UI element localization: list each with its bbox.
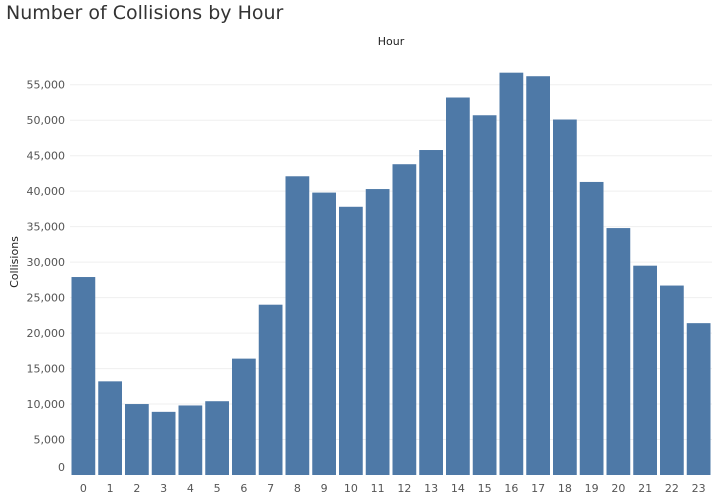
x-tick-label: 13 <box>424 482 438 495</box>
x-tick-label: 5 <box>214 482 221 495</box>
x-tick-label: 4 <box>187 482 194 495</box>
bar-hour-21[interactable] <box>633 265 657 475</box>
y-tick-label: 45,000 <box>27 150 66 163</box>
x-tick-label: 9 <box>321 482 328 495</box>
x-tick-label: 20 <box>611 482 625 495</box>
bar-hour-16[interactable] <box>499 72 524 476</box>
x-tick-label: 1 <box>107 482 114 495</box>
bar-hour-6[interactable] <box>232 358 256 475</box>
x-tick-label: 3 <box>160 482 167 495</box>
x-tick-label: 8 <box>294 482 301 495</box>
x-tick-label: 16 <box>504 482 518 495</box>
bar-hour-17[interactable] <box>526 76 550 475</box>
bar-hour-13[interactable] <box>419 150 443 475</box>
x-tick-label: 14 <box>451 482 465 495</box>
bars <box>71 72 711 476</box>
y-axis-ticks: 0 5,000 10,000 15,000 20,000 25,000 30,000 35,0… <box>27 79 66 474</box>
bar-hour-3[interactable] <box>151 411 176 475</box>
bar-hour-20[interactable] <box>606 228 631 475</box>
chart-title: Number of Collisions by Hour <box>6 2 284 24</box>
bar-hour-22[interactable] <box>660 285 684 475</box>
bar-hour-2[interactable] <box>125 404 149 475</box>
y-tick-label: 55,000 <box>27 79 66 92</box>
y-axis-title: Collisions <box>8 236 21 288</box>
bar-hour-11[interactable] <box>365 189 390 476</box>
x-axis-ticks: 0 1 2 3 4 5 6 7 8 9 10 11 12 13 14 15 16 17 18 19 20 21 22 23 <box>80 482 706 495</box>
x-tick-label: 21 <box>638 482 652 495</box>
y-tick-label: 20,000 <box>27 327 66 340</box>
bar-hour-19[interactable] <box>579 181 604 475</box>
y-tick-label: 25,000 <box>27 292 66 305</box>
y-tick-label: 40,000 <box>27 185 66 198</box>
x-tick-label: 15 <box>478 482 492 495</box>
y-tick-label: 30,000 <box>27 256 66 269</box>
x-tick-label: 0 <box>80 482 87 495</box>
x-tick-label: 7 <box>267 482 274 495</box>
y-tick-label: 35,000 <box>27 221 66 234</box>
bar-hour-14[interactable] <box>446 97 470 475</box>
bar-hour-18[interactable] <box>553 119 577 475</box>
x-tick-label: 22 <box>665 482 679 495</box>
x-tick-label: 11 <box>371 482 385 495</box>
bar-hour-15[interactable] <box>472 115 497 475</box>
x-tick-label: 17 <box>531 482 545 495</box>
x-tick-label: 12 <box>397 482 411 495</box>
bar-hour-12[interactable] <box>392 164 417 475</box>
y-tick-label: 50,000 <box>27 114 66 127</box>
y-tick-label: 0 <box>58 461 65 474</box>
y-tick-label: 10,000 <box>27 398 66 411</box>
bar-hour-9[interactable] <box>312 192 336 475</box>
y-tick-label: 15,000 <box>27 363 66 376</box>
y-tick-label: 5,000 <box>34 434 66 447</box>
x-axis-title: Hour <box>378 35 405 48</box>
x-tick-label: 10 <box>344 482 358 495</box>
bar-hour-10[interactable] <box>339 206 363 475</box>
x-tick-label: 6 <box>240 482 247 495</box>
x-tick-label: 23 <box>692 482 706 495</box>
bar-hour-4[interactable] <box>178 405 203 475</box>
bar-hour-8[interactable] <box>285 176 310 475</box>
x-tick-label: 19 <box>585 482 599 495</box>
gridlines <box>70 84 712 441</box>
x-tick-label: 18 <box>558 482 572 495</box>
x-tick-label: 2 <box>133 482 140 495</box>
bar-hour-5[interactable] <box>205 401 229 475</box>
bar-hour-1[interactable] <box>98 381 122 475</box>
bar-hour-7[interactable] <box>258 304 283 475</box>
bar-hour-23[interactable] <box>686 323 711 475</box>
bar-hour-0[interactable] <box>71 277 96 475</box>
